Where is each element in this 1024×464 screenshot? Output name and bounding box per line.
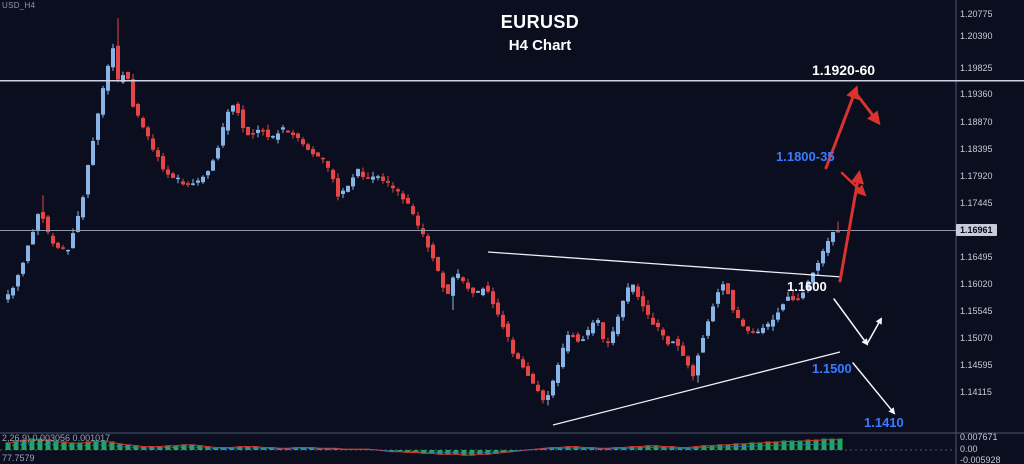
- chart-subtitle: H4 Chart: [508, 37, 572, 54]
- price-axis-label: 1.15545: [960, 305, 993, 316]
- price-axis-label: 1.20390: [960, 30, 993, 41]
- price-axis-label: 1.15070: [960, 332, 993, 343]
- price-axis-label: 1.17445: [960, 198, 993, 208]
- price-axis-label: 1.16495: [960, 251, 993, 262]
- price-annotation: 1.1500: [812, 361, 852, 376]
- price-axis-label: 1.19825: [960, 62, 993, 73]
- macd-axis-label: 0.007671: [960, 432, 998, 442]
- macd-indicator-label: 2,26,9) 0.003056 0.001017: [2, 433, 111, 443]
- price-annotation: 1.1410: [864, 415, 904, 430]
- price-annotation: 1.1920-60: [812, 62, 876, 78]
- chart-title-block: EURUSD H4 Chart: [420, 12, 660, 54]
- current-price-tag: 1.16961: [956, 223, 997, 236]
- price-annotation: 1.1600: [787, 279, 827, 294]
- chart-title: EURUSD: [500, 12, 580, 32]
- price-axis-label: 1.14115: [960, 387, 992, 397]
- macd-axis-label: -0.005928: [960, 455, 1001, 464]
- price-axis-label: 1.20775: [960, 9, 993, 19]
- macd-axis-label: 0.00: [960, 444, 978, 454]
- price-axis-label: 1.14595: [960, 359, 993, 370]
- price-annotation: 1.1800-35: [776, 149, 835, 164]
- price-axis-label: 1.16020: [960, 278, 993, 289]
- price-axis-label: 1.19360: [960, 89, 993, 100]
- price-axis-label: 1.18870: [960, 117, 993, 128]
- price-axis-label: 1.17920: [960, 171, 993, 182]
- price-axis-label: 1.18395: [960, 144, 993, 155]
- symbol-timeframe-label: USD_H4: [2, 1, 36, 10]
- indicator-value-label: 77.7579: [2, 453, 35, 463]
